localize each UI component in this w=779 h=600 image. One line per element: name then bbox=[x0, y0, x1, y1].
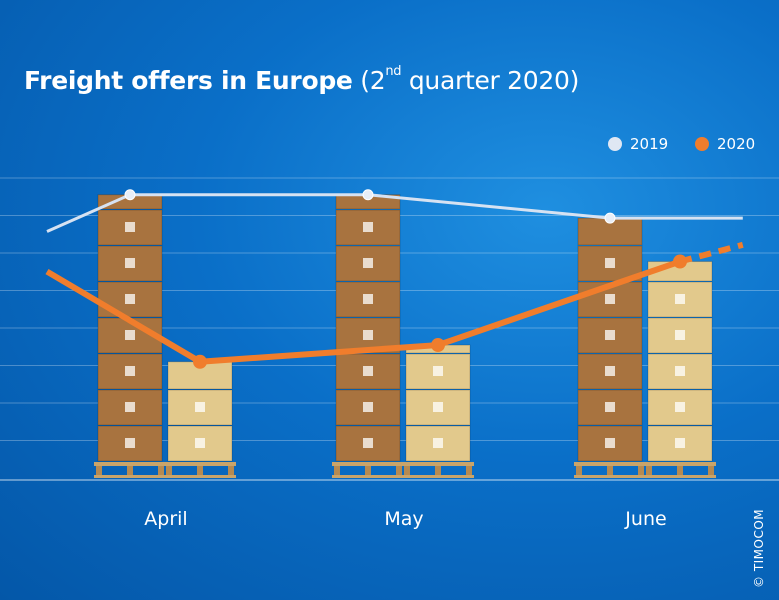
bar-2020-april-pallet bbox=[164, 462, 236, 466]
legend-item-2020: 2020 bbox=[695, 135, 755, 153]
bar-2020-june-box-label bbox=[675, 438, 685, 448]
legend-dot-2020 bbox=[695, 137, 709, 151]
series-2019-point bbox=[124, 189, 136, 201]
bar-2020-april-pallet-foot bbox=[197, 466, 203, 476]
bar-2019-june-box-label bbox=[605, 366, 615, 376]
bar-2019-may-box-label bbox=[363, 258, 373, 268]
bar-2020-may-box-label bbox=[433, 402, 443, 412]
legend-item-2019: 2019 bbox=[608, 135, 668, 153]
series-2020-point bbox=[193, 354, 207, 369]
bar-2020-may-box-label bbox=[433, 438, 443, 448]
copyright: © TIMOCOM bbox=[752, 508, 766, 588]
bar-2020-april-box-label bbox=[195, 438, 205, 448]
bar-2019-april-box-label bbox=[125, 222, 135, 232]
chart-title: Freight offers in Europe (2nd quarter 20… bbox=[24, 64, 580, 95]
bar-2019-may-box-label bbox=[363, 222, 373, 232]
bar-2019-june-box-label bbox=[605, 438, 615, 448]
title-paren-rest: quarter 2020) bbox=[401, 66, 580, 95]
bar-2020-april-pallet-foot bbox=[228, 466, 234, 476]
bar-2020-june-pallet-foot bbox=[677, 466, 683, 476]
bar-2019-june-box-label bbox=[605, 258, 615, 268]
title-main: Freight offers in Europe bbox=[24, 66, 353, 95]
bar-2019-may-box-label bbox=[363, 366, 373, 376]
bar-2019-may-box-label bbox=[363, 294, 373, 304]
bar-2019-april-pallet-foot bbox=[127, 466, 133, 476]
bar-2019-may-pallet-foot bbox=[365, 466, 371, 476]
bar-2019-april-box-label bbox=[125, 330, 135, 340]
bar-2019-april-box-label bbox=[125, 438, 135, 448]
bar-2020-june-box-label bbox=[675, 366, 685, 376]
title-superscript: nd bbox=[385, 64, 402, 79]
bar-2019-june-box bbox=[577, 425, 643, 462]
bar-2020-april-box-label bbox=[195, 402, 205, 412]
bar-2019-april-pallet-foot bbox=[158, 466, 164, 476]
bar-2020-april-pallet-base bbox=[164, 475, 236, 478]
bar-2019-april-pallet-base bbox=[94, 475, 166, 478]
bar-2019-april-box-label bbox=[125, 402, 135, 412]
bar-2020-june-pallet-foot bbox=[646, 466, 652, 476]
x-tick-label-june: June bbox=[625, 508, 667, 530]
bar-2020-june-pallet-base bbox=[644, 475, 716, 478]
bar-2020-may-pallet-foot bbox=[435, 466, 441, 476]
series-2020-line-projected bbox=[679, 241, 744, 265]
bar-2020-may-pallet-foot bbox=[404, 466, 410, 476]
bar-2019-may-pallet-foot bbox=[334, 466, 340, 476]
bar-2019-june-pallet-foot bbox=[576, 466, 582, 476]
bar-2020-june-pallet-foot bbox=[708, 466, 714, 476]
bar-2019-june-box-label bbox=[605, 294, 615, 304]
bar-2019-april-box-label bbox=[125, 258, 135, 268]
bar-2020-april-pallet-foot bbox=[166, 466, 172, 476]
x-tick-label-may: May bbox=[384, 508, 424, 530]
bar-2020-may-pallet-base bbox=[402, 475, 474, 478]
x-tick-label-april: April bbox=[144, 508, 188, 530]
bar-2019-may-pallet-foot bbox=[396, 466, 402, 476]
bar-2019-may-box-label bbox=[363, 438, 373, 448]
bar-2019-june-pallet-base bbox=[574, 475, 646, 478]
bar-2019-june-pallet-foot bbox=[607, 466, 613, 476]
legend-label-2020: 2020 bbox=[717, 135, 756, 153]
bar-2020-may-pallet bbox=[402, 462, 474, 466]
bar-2019-april-box-label bbox=[125, 294, 135, 304]
bar-2019-april-pallet-foot bbox=[96, 466, 102, 476]
series-2020-point bbox=[673, 254, 687, 269]
bar-2019-june-box-label bbox=[605, 402, 615, 412]
bar-2019-april-pallet bbox=[94, 462, 166, 466]
bar-2019-june-box-label bbox=[605, 330, 615, 340]
bar-2020-may-pallet-foot bbox=[466, 466, 472, 476]
bar-2020-may-box-label bbox=[433, 366, 443, 376]
bar-2020-june-box-label bbox=[675, 402, 685, 412]
bar-2019-june-pallet bbox=[574, 462, 646, 466]
bar-2020-june-box-label bbox=[675, 294, 685, 304]
legend-label-2019: 2019 bbox=[630, 135, 669, 153]
legend-dot-2019 bbox=[608, 137, 622, 151]
bar-2019-may-pallet bbox=[332, 462, 404, 466]
bar-2019-may-box-label bbox=[363, 330, 373, 340]
title-paren-open: (2 bbox=[360, 66, 386, 95]
bar-2019-may-pallet-base bbox=[332, 475, 404, 478]
series-2020-line bbox=[45, 258, 681, 365]
bar-2019-june-pallet-foot bbox=[638, 466, 644, 476]
series-2019-point bbox=[362, 189, 374, 201]
series-2020-point bbox=[431, 338, 445, 353]
bar-2020-june-box-label bbox=[675, 330, 685, 340]
bar-2020-june-pallet bbox=[644, 462, 716, 466]
bar-2019-may-box-label bbox=[363, 402, 373, 412]
bar-2019-april-box-label bbox=[125, 366, 135, 376]
series-2019-point bbox=[604, 212, 616, 224]
